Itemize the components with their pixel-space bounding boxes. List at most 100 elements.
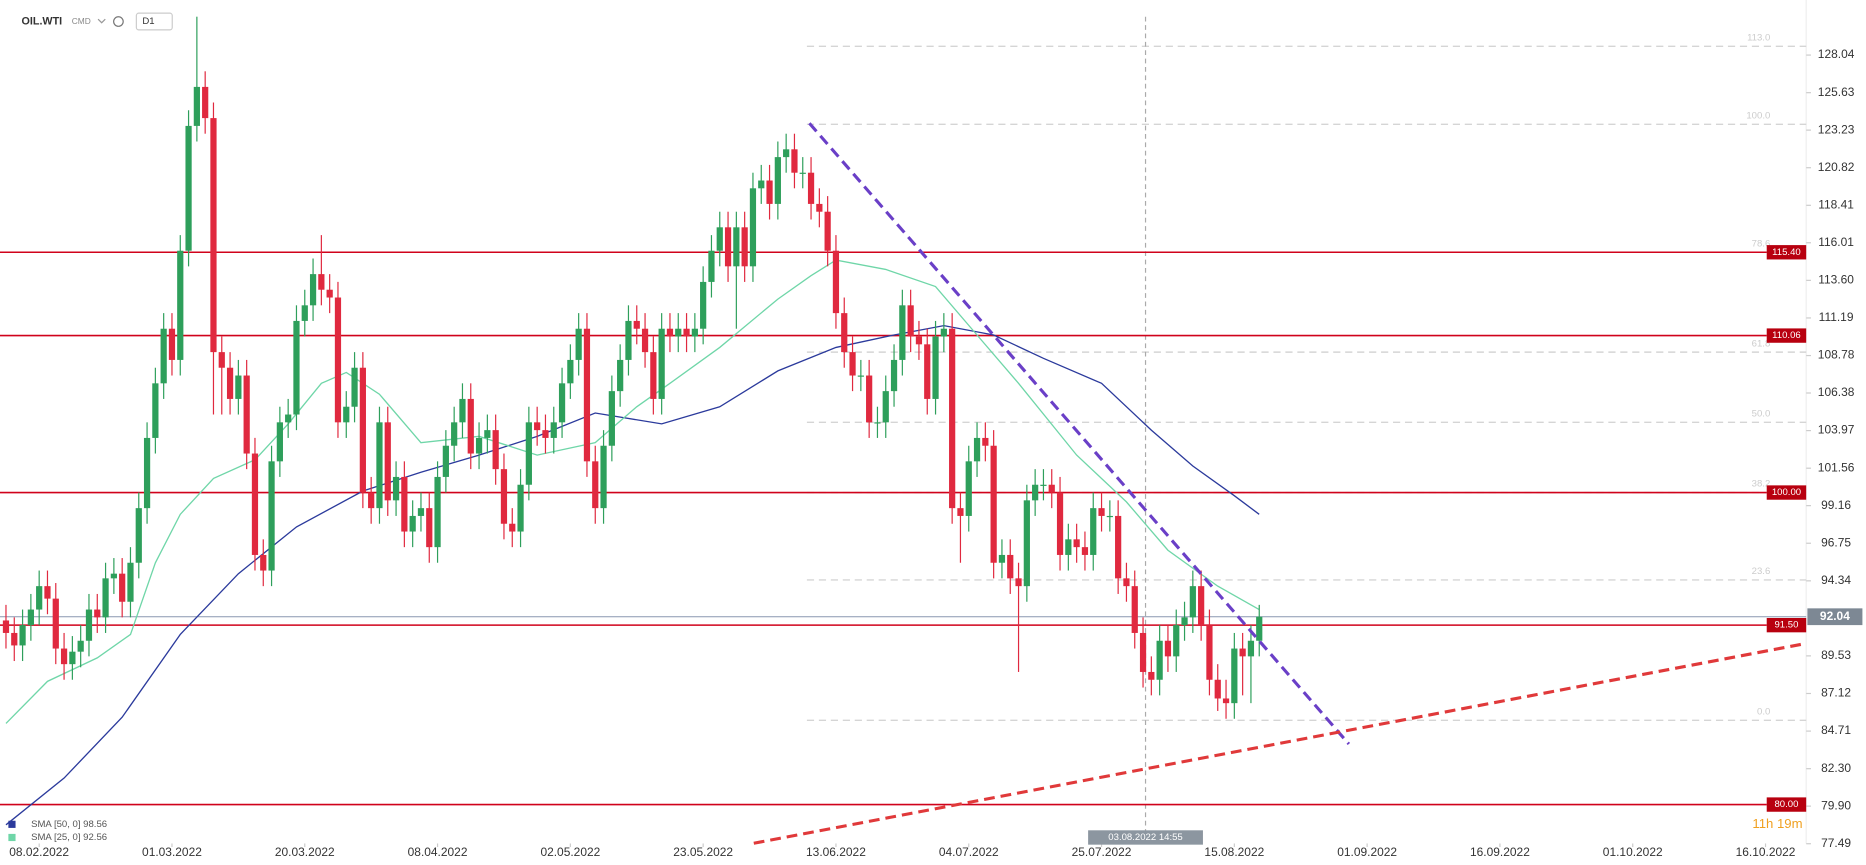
legend-swatch: [8, 833, 16, 842]
candle-body: [1222, 698, 1230, 704]
candle-body: [426, 508, 433, 548]
candle-body: [716, 227, 723, 251]
level-label-box: [1766, 617, 1807, 633]
y-tick-label: 82.30: [1821, 761, 1851, 775]
candle-body: [874, 422, 881, 424]
candle-body: [143, 437, 151, 509]
candle-body: [409, 515, 416, 532]
fib-label: 78.6: [1752, 238, 1771, 249]
candle-body: [94, 609, 101, 618]
candle-body: [500, 469, 508, 524]
info-icon[interactable]: [113, 16, 124, 27]
interval[interactable]: D1: [142, 16, 154, 27]
y-tick-label: 118.41: [1818, 197, 1854, 211]
level-label: 100.00: [1772, 487, 1801, 498]
candle-body: [783, 149, 790, 158]
trendline: [808, 122, 1351, 746]
candle-body: [534, 422, 541, 431]
dropdown-icon[interactable]: [97, 18, 106, 24]
trendline: [753, 641, 1807, 845]
candle-body: [542, 430, 549, 438]
candle-body: [1139, 632, 1147, 672]
last-price-box: [1807, 608, 1863, 626]
candle-body: [102, 578, 109, 618]
candle-body: [401, 476, 408, 532]
candle-body: [1048, 484, 1055, 493]
candle-body: [475, 437, 483, 454]
candle-body: [392, 476, 400, 501]
candle-body: [525, 422, 532, 485]
candle-body: [791, 149, 798, 173]
y-tick-label: 116.01: [1818, 235, 1854, 249]
candle-body: [185, 125, 192, 251]
candle-body: [882, 391, 889, 423]
fib-label: 61.8: [1752, 338, 1771, 349]
y-tick-label: 89.53: [1821, 648, 1851, 662]
symbol[interactable]: OIL.WTI: [22, 15, 63, 27]
fib-label: 23.6: [1752, 566, 1771, 577]
candle-body: [675, 328, 682, 337]
candle-body: [1156, 640, 1163, 680]
y-tick-label: 120.82: [1818, 160, 1855, 174]
candle-body: [807, 172, 815, 204]
fib-label: 38.2: [1752, 479, 1771, 490]
fib-label: 113.0: [1747, 32, 1770, 43]
candle-body: [1231, 648, 1238, 704]
candle-body: [816, 203, 823, 212]
candle-body: [567, 359, 574, 384]
level-label: 115.40: [1772, 247, 1801, 258]
candle-body: [417, 508, 425, 516]
x-tick-label: 04.07.2022: [939, 845, 999, 859]
x-tick-label: 01.09.2022: [1337, 845, 1397, 859]
market: CMD: [72, 16, 91, 26]
y-tick-label: 125.63: [1818, 85, 1855, 99]
candle-body: [177, 250, 184, 360]
candle-body: [376, 422, 383, 509]
candle-body: [1189, 586, 1196, 618]
candle-body: [824, 211, 831, 251]
candle-body: [202, 86, 209, 119]
candle-body: [641, 328, 649, 353]
y-tick-label: 113.60: [1818, 273, 1854, 287]
candle-body: [982, 437, 989, 446]
candle-body: [973, 437, 981, 462]
y-tick-label: 96.75: [1821, 535, 1851, 549]
candle-body: [724, 227, 732, 267]
candle-body: [85, 609, 93, 641]
candle-body: [899, 305, 906, 360]
level-label-box: [1766, 328, 1807, 343]
level-label-box: [1766, 245, 1807, 260]
candle-body: [384, 422, 391, 501]
candle-body: [949, 328, 956, 509]
candle-body: [633, 320, 640, 329]
fib-label: 50.0: [1752, 408, 1771, 419]
interval-box[interactable]: [135, 12, 173, 31]
candle-body: [492, 430, 499, 470]
y-tick-label: 128.04: [1818, 47, 1855, 61]
candle-body: [467, 398, 474, 454]
candle-body: [932, 336, 939, 399]
x-tick-label: 20.03.2022: [275, 845, 335, 859]
candle-body: [52, 598, 59, 649]
candle-body: [691, 328, 698, 337]
x-tick-label: 01.10.2022: [1603, 845, 1663, 859]
candle-body: [1032, 484, 1039, 501]
candle-body: [1256, 616, 1263, 641]
candle-body: [625, 320, 632, 360]
candle-body: [368, 492, 375, 509]
candle-body: [583, 328, 591, 462]
level-label: 80.00: [1774, 799, 1798, 810]
candle-body: [708, 250, 715, 282]
candle-body: [309, 274, 317, 306]
candle-body: [600, 445, 607, 509]
candle-body: [77, 640, 84, 652]
candle-body: [69, 651, 76, 665]
candle-body: [550, 422, 557, 438]
x-tick-label: 23.05.2022: [673, 845, 733, 859]
level-label: 110.06: [1772, 330, 1801, 341]
candle-body: [11, 632, 18, 646]
candle-body: [517, 484, 524, 532]
y-tick-label: 108.78: [1818, 348, 1855, 362]
legend-swatch: [8, 820, 16, 828]
